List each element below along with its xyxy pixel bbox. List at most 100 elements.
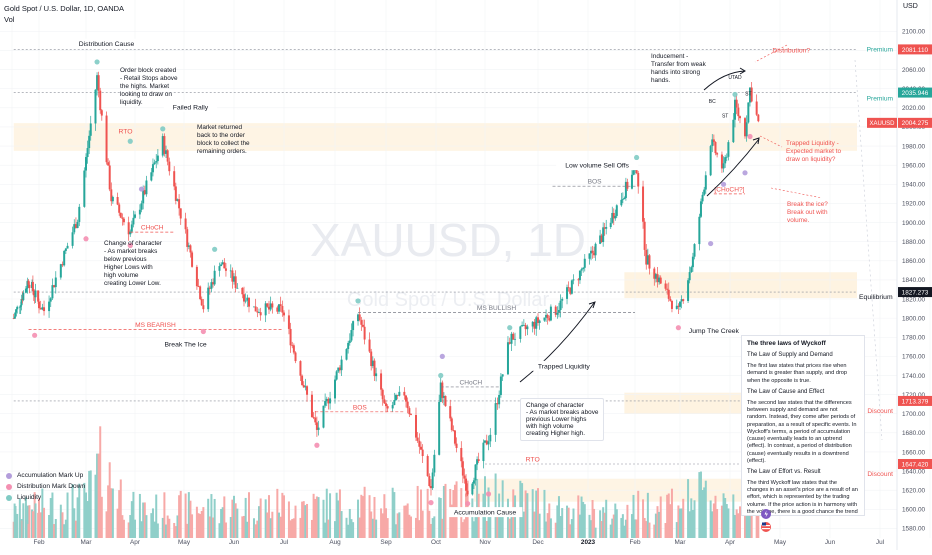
- volume-bar: [580, 496, 583, 538]
- volume-bar: [380, 508, 383, 538]
- volume-bar: [439, 497, 442, 538]
- price-label-badge: [898, 44, 932, 55]
- volume-bar: [168, 518, 171, 538]
- candle-down: [373, 360, 376, 377]
- volume-bar: [646, 492, 649, 538]
- volume-bar: [508, 518, 511, 538]
- volume-bar: [38, 498, 40, 538]
- volume-bar: [680, 508, 683, 538]
- volume-bar: [41, 488, 44, 538]
- time-tick-label: Apr: [130, 539, 141, 546]
- candle-up: [258, 312, 260, 314]
- volume-bar: [350, 519, 353, 538]
- candle-up: [41, 307, 44, 310]
- candle-down: [739, 116, 741, 119]
- candle-up: [253, 306, 255, 308]
- candle-down: [189, 245, 192, 253]
- candle-up: [442, 395, 445, 398]
- price-tick-label: 1780.00: [902, 335, 926, 342]
- volume-bar: [430, 523, 432, 538]
- volume-bar: [129, 515, 132, 538]
- candle-down: [577, 279, 580, 281]
- trapped-liquidity-up-arrow: [706, 138, 760, 197]
- volume-bar: [578, 514, 581, 538]
- legend-dot-icon: [6, 483, 12, 490]
- price-label-badge: [898, 287, 932, 298]
- structure-label: BOS: [588, 179, 603, 186]
- candle-up: [621, 199, 624, 200]
- structure-label: CHoCH: [141, 225, 164, 232]
- candles-layer[interactable]: [12, 71, 760, 497]
- volume-bar: [34, 503, 37, 538]
- price-label-text: 2081.110: [902, 47, 929, 54]
- candle-up: [506, 342, 509, 375]
- volume-bar: [463, 519, 466, 538]
- volume-bar: [690, 498, 693, 538]
- candle-down: [338, 367, 341, 371]
- volume-bar: [637, 490, 640, 538]
- volume-bar: [583, 504, 586, 538]
- price-tick-label: 1800.00: [902, 315, 926, 322]
- volume-bar: [643, 517, 646, 538]
- candle-up: [489, 434, 492, 442]
- candle-down: [100, 110, 103, 116]
- candle-down: [283, 312, 285, 316]
- candle-down: [363, 326, 366, 340]
- volume-bar: [591, 499, 594, 538]
- candle-up: [582, 267, 585, 270]
- volume-bar: [739, 506, 741, 538]
- candle-up: [646, 255, 649, 265]
- candle-down: [301, 375, 304, 386]
- volume-bar: [441, 518, 444, 538]
- volume-bar: [49, 498, 52, 538]
- volume-bar: [615, 509, 618, 538]
- volume-bar: [189, 500, 192, 538]
- candle-up: [526, 326, 529, 330]
- price-tick-label: 1860.00: [902, 258, 926, 265]
- candle-down: [449, 406, 452, 419]
- levels-layer: [13, 49, 857, 465]
- break-the-ice-question-note: Break the ice? Break out with volume.: [787, 201, 828, 224]
- volume-bar: [371, 518, 374, 538]
- candle-up: [588, 253, 591, 259]
- volume-bar: [548, 503, 551, 538]
- volume-bar: [348, 508, 351, 538]
- wyckoff-law3-text: The third Wyckoff law states that the ch…: [747, 479, 858, 515]
- volume-bar: [675, 522, 678, 538]
- candle-down: [143, 190, 146, 195]
- candle-down: [31, 281, 34, 291]
- candle-down: [477, 459, 480, 462]
- candle-down: [603, 227, 606, 229]
- candle-down: [12, 318, 15, 319]
- candle-down: [116, 197, 119, 205]
- candle-down: [612, 212, 615, 219]
- candle-down: [524, 324, 527, 330]
- annotation-bg: [69, 38, 144, 49]
- time-tick-label: Nov: [479, 539, 491, 546]
- candle-down: [554, 306, 557, 315]
- candle-up: [334, 379, 336, 399]
- volume-bar: [220, 508, 223, 538]
- volume-bar: [624, 519, 627, 538]
- annotations-layer: Distribution Cause Failed Rally RTO Break T…: [69, 38, 893, 518]
- candle-up: [732, 119, 735, 143]
- volume-bar: [556, 505, 559, 538]
- price-label-text: 1827.273: [902, 289, 929, 296]
- candle-down: [428, 476, 431, 487]
- volume-bar: [554, 522, 557, 538]
- volume-bar: [221, 507, 224, 538]
- liquidity-marker: [507, 325, 513, 331]
- candle-up: [96, 75, 99, 90]
- symbol-title[interactable]: Gold Spot / U.S. Dollar, 1D, OANDA: [4, 4, 125, 13]
- volume-bar: [107, 485, 110, 538]
- liquidity-marker: [355, 298, 361, 304]
- volume-indicator-label[interactable]: Vol: [4, 14, 15, 24]
- volume-bar: [150, 513, 153, 538]
- volume-bar: [570, 519, 573, 538]
- volume-bar: [18, 498, 21, 538]
- candle-up: [14, 312, 17, 317]
- candle-down: [74, 224, 77, 229]
- candle-up: [594, 243, 597, 256]
- volume-bar: [398, 512, 401, 538]
